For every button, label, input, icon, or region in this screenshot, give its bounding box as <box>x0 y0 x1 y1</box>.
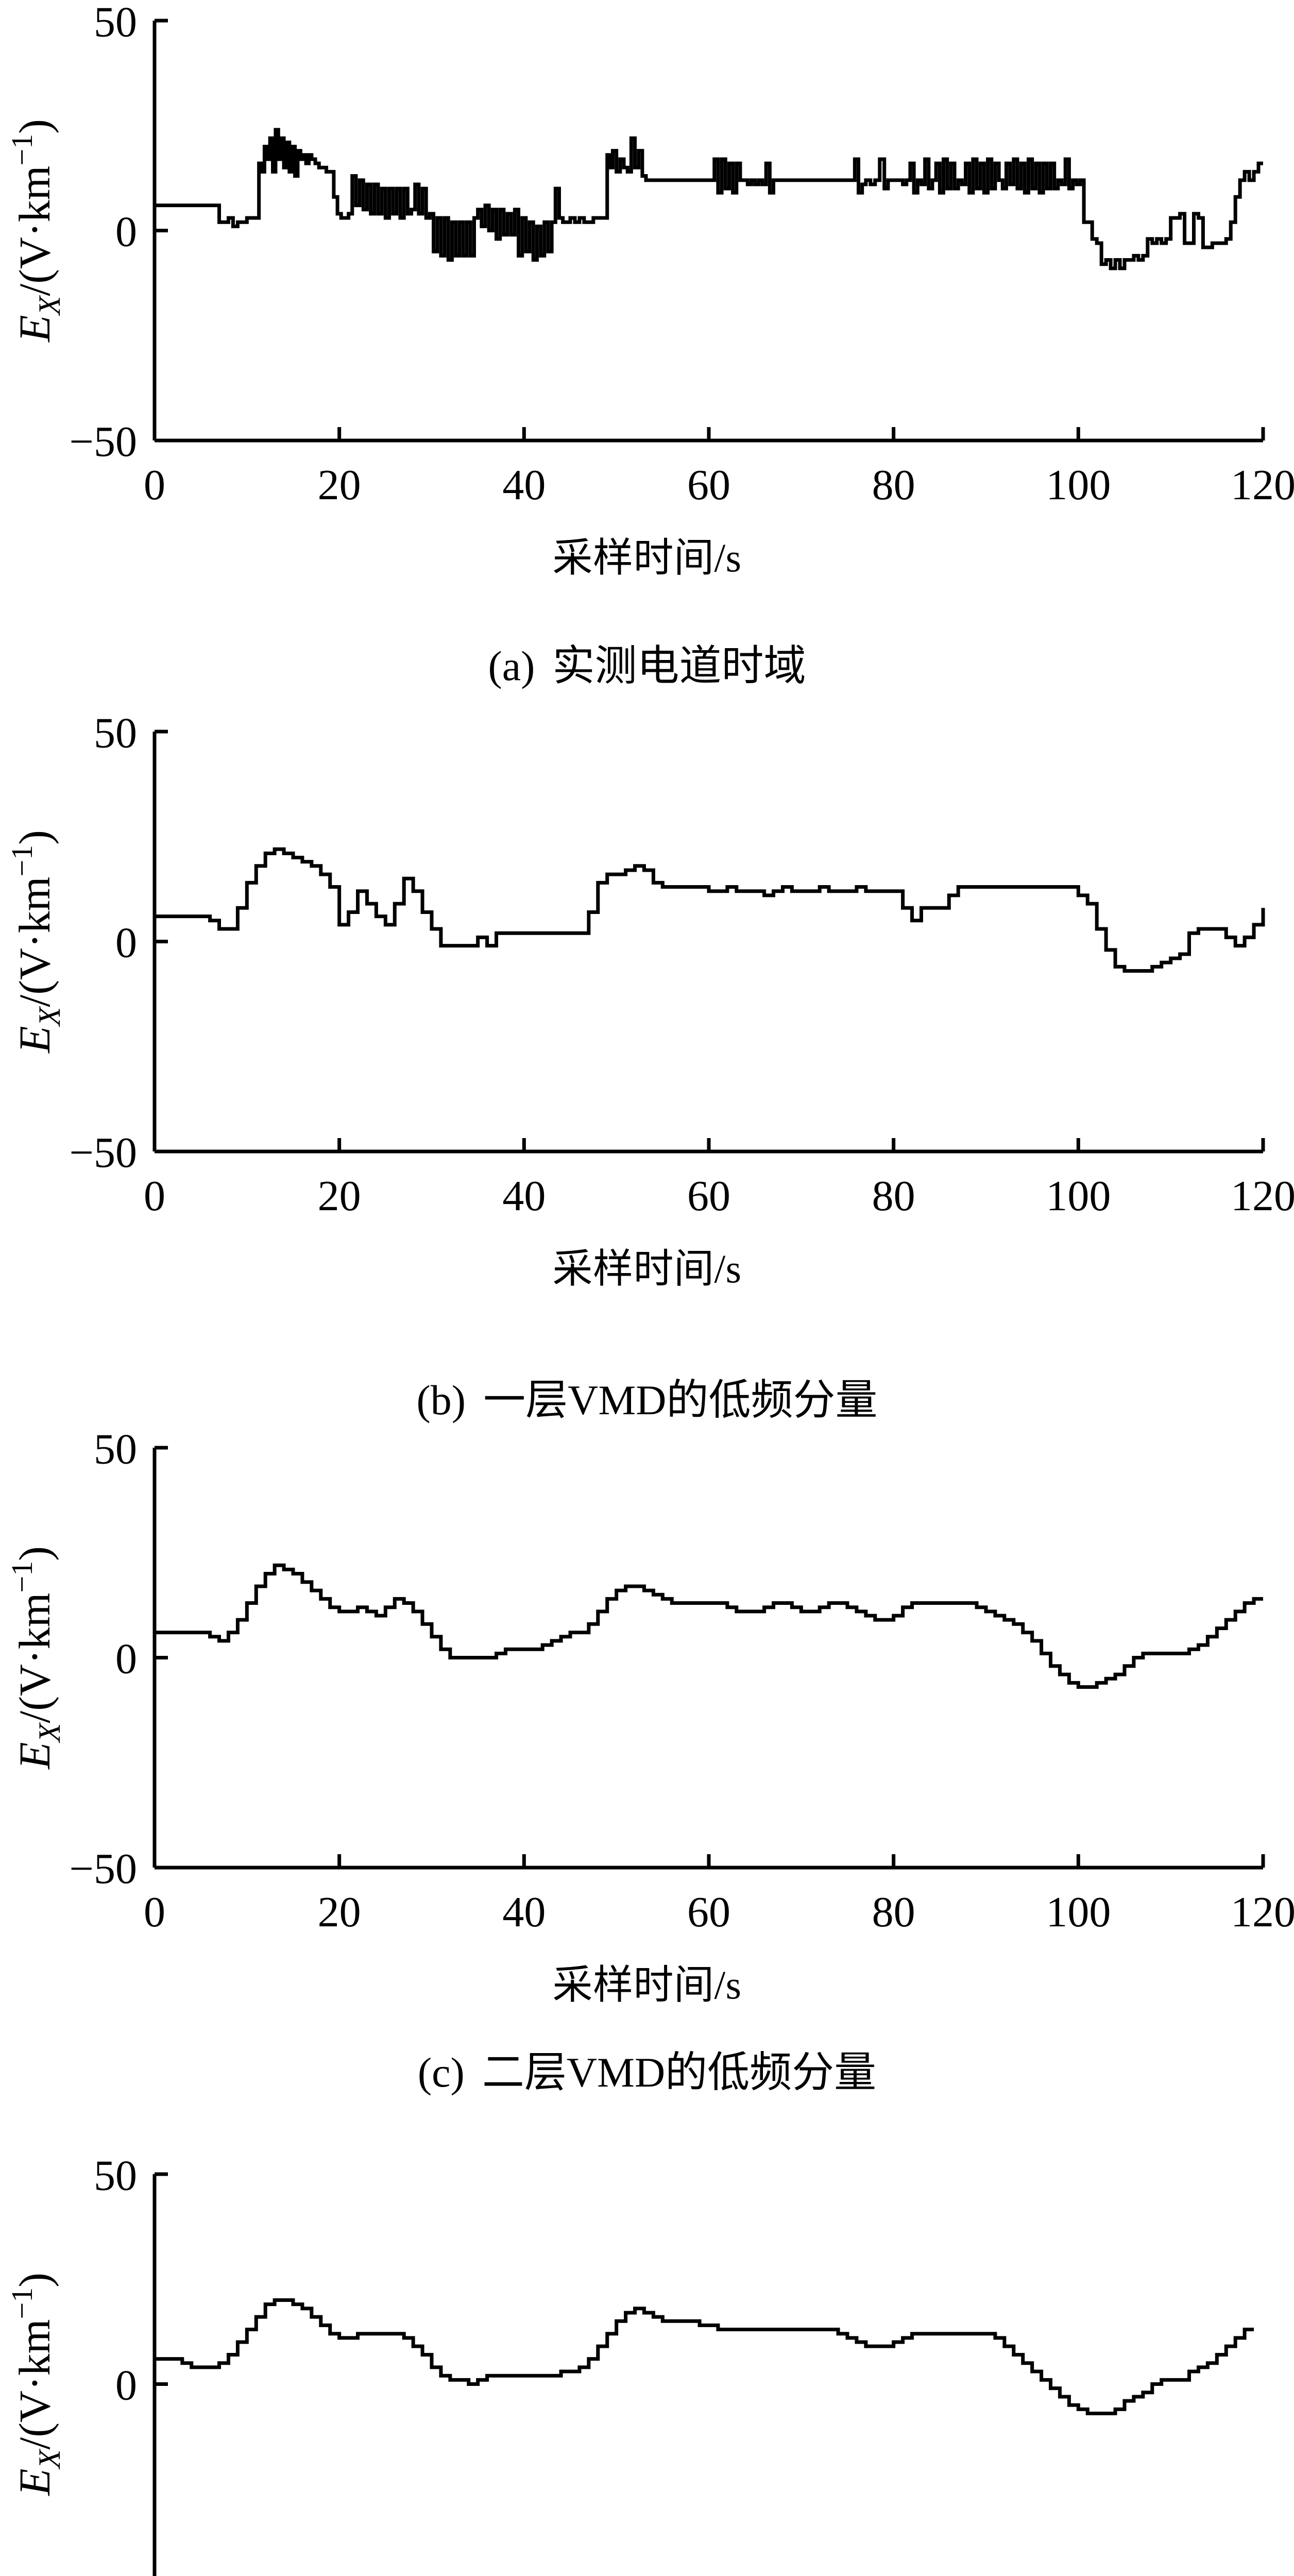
x-tick-label: 0 <box>144 1172 165 1220</box>
x-tick-label: 100 <box>1046 1888 1111 1936</box>
x-tick-label: 0 <box>144 1888 165 1936</box>
xaxis-label-b: 采样时间/s <box>552 1246 742 1291</box>
y-axis-title: EX/(V·km−1) <box>5 119 66 343</box>
xaxis-label-a: 采样时间/s <box>552 535 742 580</box>
svg-text:EX/(V·km−1): EX/(V·km−1) <box>5 1546 66 1770</box>
y-tick-label: 50 <box>94 1427 137 1473</box>
panel-a: −50 0 50 0 20 40 60 80 100 120 EX/(V·km−1) 采样时间/s … <box>0 0 1294 689</box>
panel-caption-a: (a) 实测电道时域 <box>0 631 1294 692</box>
x-tick-label: 60 <box>687 1172 730 1220</box>
y-axis-title: EX/(V·km−1) <box>5 830 66 1054</box>
y-tick-label: 50 <box>94 0 137 46</box>
y-tick-label: −50 <box>70 1129 137 1177</box>
x-tick-label: 60 <box>687 1888 730 1936</box>
panel-c-caption-text: 二层VMD的低频分量 <box>482 2049 877 2096</box>
panel-a-plot: −50 0 50 0 20 40 60 80 100 120 EX/(V·km−1) <box>0 0 1294 598</box>
data-series-line <box>155 2298 1254 2416</box>
panel-c-plot: −50 0 50 0 20 40 60 80 100 120 EX/(V·km−1) <box>0 1427 1294 2025</box>
panel-c: −50 0 50 0 20 40 60 80 100 120 EX/(V·km−1) 采样时间/s … <box>0 1427 1294 2096</box>
panel-caption-b: (b) 一层VMD的低频分量 <box>0 1365 1294 1427</box>
x-tick-label: 20 <box>318 461 361 509</box>
y-tick-label: −50 <box>70 418 137 466</box>
panel-caption-c: (c) 二层VMD的低频分量 <box>0 2038 1294 2099</box>
x-tick-label: 100 <box>1046 1172 1111 1220</box>
data-series-line <box>155 128 1263 270</box>
panel-b-caption-text: 一层VMD的低频分量 <box>483 1377 878 1423</box>
y-tick-label: 0 <box>115 2362 137 2410</box>
y-tick-label: 0 <box>115 208 137 256</box>
y-tick-label: 0 <box>115 919 137 967</box>
x-tick-label: 120 <box>1231 1172 1294 1220</box>
panel-a-caption-text: 实测电道时域 <box>552 642 806 689</box>
y-tick-label: 0 <box>115 1635 137 1683</box>
x-tick-label: 120 <box>1231 461 1294 509</box>
data-series-line <box>155 847 1265 973</box>
y-axis-title: EX/(V·km−1) <box>5 1546 66 1770</box>
x-tick-label: 100 <box>1046 461 1111 509</box>
x-tick-label: 40 <box>502 1172 546 1220</box>
x-tick-label: 80 <box>872 1172 915 1220</box>
y-tick-label: 50 <box>94 2154 137 2199</box>
svg-text:EX/(V·km−1): EX/(V·km−1) <box>5 2273 66 2497</box>
x-tick-label: 120 <box>1231 1888 1294 1936</box>
x-tick-label: 40 <box>502 461 546 509</box>
y-tick-label: −50 <box>70 1845 137 1893</box>
x-tick-label: 0 <box>144 461 165 509</box>
x-tick-label: 40 <box>502 1888 546 1936</box>
panel-b: −50 0 50 0 20 40 60 80 100 120 EX/(V·km−1) 采样时间/s … <box>0 711 1294 1423</box>
svg-text:EX/(V·km−1): EX/(V·km−1) <box>5 119 66 343</box>
data-series-line <box>155 1563 1263 1689</box>
xaxis-label-c: 采样时间/s <box>552 1962 742 2007</box>
x-tick-label: 20 <box>318 1172 361 1220</box>
y-tick-label: 50 <box>94 711 137 757</box>
x-tick-label: 60 <box>687 461 730 509</box>
svg-text:EX/(V·km−1): EX/(V·km−1) <box>5 830 66 1054</box>
x-tick-label: 20 <box>318 1888 361 1936</box>
x-tick-label: 80 <box>872 1888 915 1936</box>
panel-c-tag: (c) <box>417 2049 465 2096</box>
panel-b-plot: −50 0 50 0 20 40 60 80 100 120 EX/(V·km−1) <box>0 711 1294 1309</box>
y-tick-label: −50 <box>70 2571 137 2576</box>
x-tick-label: 80 <box>872 461 915 509</box>
y-axis-title: EX/(V·km−1) <box>5 2273 66 2497</box>
panel-a-tag: (a) <box>488 642 535 689</box>
panel-b-tag: (b) <box>416 1377 466 1423</box>
